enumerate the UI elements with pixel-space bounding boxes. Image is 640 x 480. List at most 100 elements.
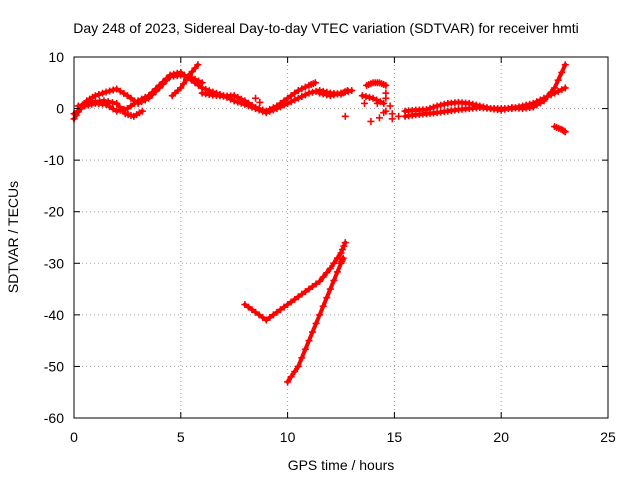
data-point (256, 98, 264, 106)
data-point (234, 93, 242, 101)
data-point (326, 264, 334, 272)
x-tick-label: 15 (387, 429, 403, 445)
grid-lines (74, 57, 608, 418)
data-point (173, 69, 181, 77)
series-arc-3 (74, 97, 146, 120)
data-point (230, 92, 238, 100)
series-arc-6 (198, 79, 319, 115)
x-tick-label: 10 (280, 429, 296, 445)
y-tick-label: -50 (44, 358, 64, 374)
data-point (547, 91, 555, 99)
data-point (301, 91, 309, 99)
data-point (309, 88, 317, 96)
data-point (109, 105, 117, 113)
plot-frame (73, 56, 609, 419)
data-point (298, 93, 306, 101)
data-point (543, 93, 551, 101)
data-point (558, 86, 566, 94)
y-tick-label: -20 (44, 204, 64, 220)
series-arc-8 (363, 79, 390, 89)
data-point (433, 102, 441, 110)
data-point (508, 105, 516, 113)
data-point (83, 100, 91, 108)
data-point (533, 98, 541, 106)
y-tick-label: -40 (44, 307, 64, 323)
series-arc-7 (316, 87, 356, 100)
data-point (180, 80, 188, 88)
data-point (422, 106, 430, 114)
data-point (241, 301, 249, 309)
data-point (472, 101, 480, 109)
data-point (426, 104, 434, 112)
data-point (388, 115, 396, 123)
y-tick-label: -60 (44, 410, 64, 426)
data-point (437, 101, 445, 109)
data-point (244, 303, 252, 311)
data-point (309, 328, 317, 336)
data-point (551, 89, 559, 97)
data-point (159, 78, 167, 86)
data-point (100, 97, 108, 105)
data-point (262, 316, 270, 324)
data-point (561, 128, 569, 136)
data-point (340, 242, 348, 250)
data-point (182, 75, 190, 83)
data-point (170, 70, 178, 78)
data-point (301, 83, 309, 91)
y-tick-label: -30 (44, 255, 64, 271)
data-point (333, 90, 341, 98)
data-point (108, 99, 116, 107)
data-point (241, 97, 249, 105)
data-point (291, 368, 299, 376)
data-point (515, 103, 523, 111)
data-point (365, 93, 373, 101)
data-point (319, 90, 327, 98)
data-point (380, 109, 388, 117)
data-point (526, 100, 534, 108)
data-point (301, 288, 309, 296)
data-point (276, 99, 284, 107)
data-point (152, 85, 160, 93)
y-axis-label: SDTVAR / TECUs (5, 181, 21, 293)
data-point (248, 306, 256, 314)
data-point (262, 107, 270, 115)
data-point (291, 295, 299, 303)
data-point (252, 104, 260, 112)
data-point (120, 89, 128, 97)
data-point (255, 105, 263, 113)
data-point (269, 311, 277, 319)
data-point (323, 91, 331, 99)
data-point (312, 319, 320, 327)
data-point (294, 87, 302, 95)
data-point (91, 92, 99, 100)
data-point (536, 96, 544, 104)
data-point (469, 100, 477, 108)
data-point (558, 68, 566, 76)
data-point (333, 268, 341, 276)
data-point (287, 98, 295, 106)
x-axis-label: GPS time / hours (288, 457, 395, 473)
data-point (348, 87, 356, 95)
data-point (319, 273, 327, 281)
data-point (309, 282, 317, 290)
data-point (369, 94, 377, 102)
axes: 0 5 10 15 20 25 10 0 -10 -20 -30 -40 -50 -60 (44, 49, 616, 445)
data-point (430, 103, 438, 111)
data-point (280, 303, 288, 311)
x-tick-label: 0 (70, 429, 78, 445)
data-point (554, 87, 562, 95)
data-point (166, 71, 174, 79)
data-point (95, 90, 103, 98)
data-point (338, 246, 346, 254)
data-point (287, 298, 295, 306)
data-point (266, 313, 274, 321)
series-line (72, 70, 205, 116)
data-point (511, 104, 519, 112)
data-point (252, 94, 260, 102)
series-arc-2 (70, 68, 206, 118)
data-point (113, 107, 121, 115)
data-point (323, 294, 331, 302)
series-arc-14 (284, 254, 347, 386)
y-tick-label: 10 (48, 49, 64, 65)
data-point (298, 354, 306, 362)
